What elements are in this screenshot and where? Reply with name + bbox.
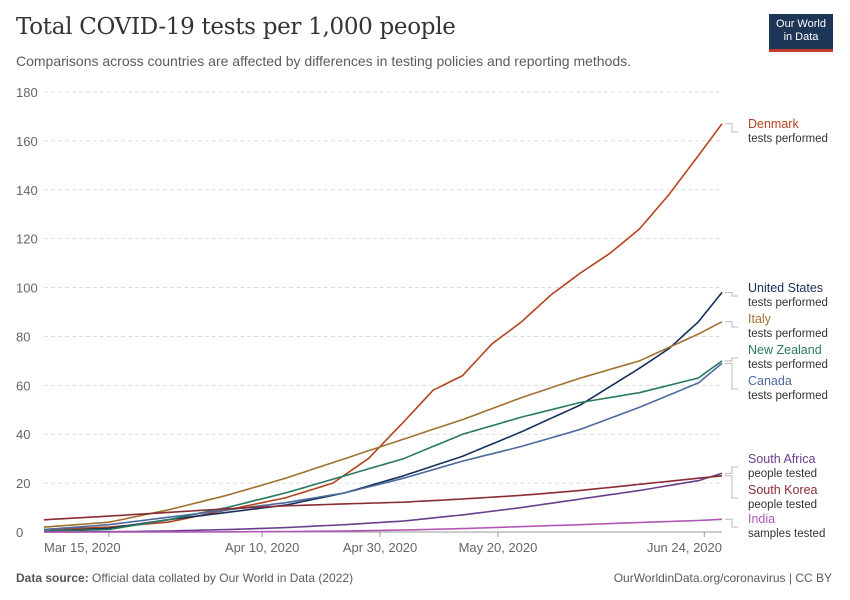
gridlines xyxy=(44,91,722,533)
series-line-denmark xyxy=(43,123,723,531)
data-source-label: Data source: xyxy=(16,571,89,585)
chart-title: Total COVID-19 tests per 1,000 people xyxy=(16,14,456,40)
y-tick-label: 0 xyxy=(16,525,23,540)
logo-line-1: Our World xyxy=(776,18,826,30)
series-line-canada xyxy=(43,362,723,531)
series-label-name: Italy xyxy=(748,312,772,326)
x-axis: Mar 15, 2020 Apr 10, 2020 Apr 30, 2020 May … xyxy=(44,532,722,555)
y-tick-label: 40 xyxy=(16,427,30,442)
label-connector xyxy=(725,123,738,133)
y-tick-label: 120 xyxy=(16,232,38,247)
series-label-name: New Zealand xyxy=(748,343,822,357)
series-lines xyxy=(43,123,723,533)
series-label-note: samples tested xyxy=(748,528,825,540)
y-axis: 0 20 40 60 80 100 120 140 160 180 xyxy=(16,85,38,540)
x-tick-label: Apr 30, 2020 xyxy=(343,540,417,555)
x-tick-label: Jun 24, 2020 xyxy=(647,540,722,555)
series-line-italy xyxy=(43,321,723,528)
label-connector xyxy=(725,291,738,297)
series-label-note: tests performed xyxy=(748,359,828,371)
data-source: Data source: Official data collated by O… xyxy=(16,571,353,585)
footer-link[interactable]: OurWorldinData.org/coronavirus | CC BY xyxy=(613,571,832,585)
series-label-name: South Korea xyxy=(748,483,818,497)
series-label-note: tests performed xyxy=(748,133,828,145)
series-label-name: Denmark xyxy=(748,117,799,131)
series-label-note: tests performed xyxy=(748,390,828,402)
series-label-note: people tested xyxy=(748,468,817,480)
label-connector xyxy=(725,357,738,362)
series-line-india xyxy=(44,518,723,533)
series-line-united-states xyxy=(43,291,723,533)
label-connector xyxy=(725,475,738,499)
series-line-south-korea xyxy=(43,475,723,521)
label-connector xyxy=(725,362,738,390)
series-label-note: tests performed xyxy=(748,328,828,340)
y-tick-label: 180 xyxy=(16,85,38,100)
series-label-note: people tested xyxy=(748,499,817,511)
series-line-new-zealand xyxy=(43,360,723,533)
y-tick-label: 60 xyxy=(16,378,30,393)
y-tick-label: 80 xyxy=(16,329,30,344)
chart-subtitle: Comparisons across countries are affecte… xyxy=(16,53,632,69)
y-tick-label: 140 xyxy=(16,183,38,198)
label-connector xyxy=(725,321,738,328)
owid-logo[interactable]: Our World in Data xyxy=(769,14,833,52)
y-tick-label: 100 xyxy=(16,281,38,296)
logo-line-2: in Data xyxy=(783,31,819,43)
y-tick-label: 160 xyxy=(16,134,38,149)
series-label-name: United States xyxy=(748,281,823,295)
series-label-name: Canada xyxy=(748,374,792,388)
series-label-name: South Africa xyxy=(748,452,815,466)
y-tick-label: 20 xyxy=(16,476,30,491)
x-tick-label: Mar 15, 2020 xyxy=(44,540,121,555)
label-connector xyxy=(725,518,738,528)
label-connector xyxy=(725,466,738,474)
series-label-note: tests performed xyxy=(748,297,828,309)
x-tick-label: Apr 10, 2020 xyxy=(225,540,299,555)
data-source-text: Official data collated by Our World in D… xyxy=(92,571,354,585)
series-label-name: India xyxy=(748,512,775,526)
series-labels: Denmark tests performed United States tests… xyxy=(725,117,828,540)
x-tick-label: May 20, 2020 xyxy=(459,540,538,555)
